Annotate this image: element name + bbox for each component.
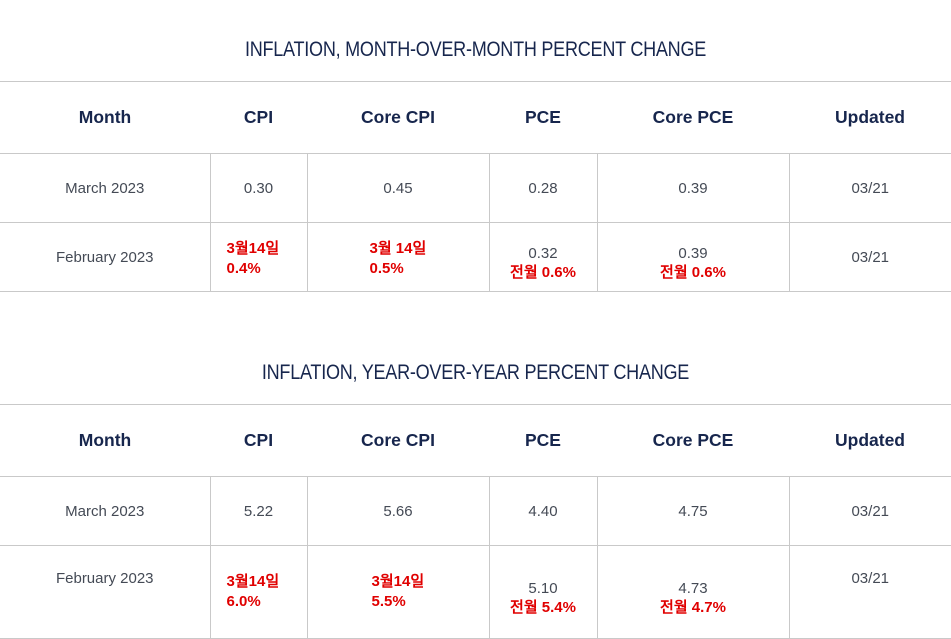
- cell-core-cpi: 5.66: [306, 476, 489, 546]
- cell-cpi: 3월14일 0.4%: [209, 222, 307, 292]
- pce-annotation: 전월 5.4%: [510, 599, 576, 616]
- mom-table-title: INFLATION, MONTH-OVER-MONTH PERCENT CHAN…: [244, 38, 707, 61]
- header-core-pce: Core PCE: [597, 404, 789, 477]
- core-pce-annotation: 전월 0.6%: [660, 264, 726, 281]
- yoy-table-title: INFLATION, YEAR-OVER-YEAR PERCENT CHANGE: [261, 361, 690, 384]
- annotation-line: 3월14일: [371, 573, 425, 590]
- header-core-pce: Core PCE: [597, 81, 789, 154]
- annotation-line: 6.0%: [226, 593, 261, 610]
- cell-pce: 0.32 전월 0.6%: [488, 222, 597, 292]
- header-cpi: CPI: [210, 81, 307, 154]
- core-cpi-annotation: 3월14일 5.5%: [372, 572, 425, 612]
- annotation-line: 0.5%: [369, 260, 404, 277]
- header-updated: Updated: [789, 81, 951, 154]
- cell-month: February 2023: [0, 545, 210, 639]
- core-pce-annotation: 전월 4.7%: [660, 599, 726, 616]
- header-updated: Updated: [789, 404, 951, 477]
- cell-core-pce: 0.39: [596, 153, 789, 223]
- annotation-line: 3월14일: [226, 240, 280, 257]
- cell-month: March 2023: [0, 476, 210, 546]
- cell-pce: 4.40: [488, 476, 597, 546]
- annotation-line: 0.4%: [226, 260, 261, 277]
- table-header-row: Month CPI Core CPI PCE Core PCE Updated: [0, 404, 951, 477]
- cell-value: 4.73: [678, 580, 708, 597]
- cell-cpi: 3월14일 6.0%: [209, 545, 307, 639]
- cell-updated: 03/21: [788, 153, 951, 223]
- table-header-row: Month CPI Core CPI PCE Core PCE Updated: [0, 81, 951, 154]
- cell-updated: 03/21: [788, 476, 951, 546]
- cell-value: 0.39: [678, 245, 708, 262]
- cell-core-pce: 0.39 전월 0.6%: [596, 222, 789, 292]
- cell-pce: 5.10 전월 5.4%: [488, 545, 597, 639]
- cell-cpi: 0.30: [209, 153, 307, 223]
- cell-core-cpi: 3월 14일 0.5%: [306, 222, 489, 292]
- header-month: Month: [0, 81, 210, 154]
- table-row: March 2023 0.30 0.45 0.28 0.39 03/21: [0, 153, 951, 223]
- cell-core-cpi: 0.45: [306, 153, 489, 223]
- core-cpi-annotation: 3월 14일 0.5%: [370, 239, 427, 279]
- header-core-cpi: Core CPI: [307, 404, 489, 477]
- cpi-annotation: 3월14일 6.0%: [227, 572, 280, 612]
- header-core-cpi: Core CPI: [307, 81, 489, 154]
- pce-annotation: 전월 0.6%: [510, 264, 576, 281]
- cell-value: 0.32: [528, 245, 558, 262]
- cell-core-pce: 4.73 전월 4.7%: [596, 545, 789, 639]
- annotation-line: 3월 14일: [369, 240, 427, 257]
- cell-cpi: 5.22: [209, 476, 307, 546]
- table-row: February 2023 3월14일 6.0% 3월14일 5.5%: [0, 545, 951, 639]
- header-pce: PCE: [489, 404, 597, 477]
- yoy-table: Month CPI Core CPI PCE Core PCE Updated …: [0, 404, 951, 639]
- table-row: February 2023 3월14일 0.4% 3월 14일 0.5%: [0, 222, 951, 292]
- header-cpi: CPI: [210, 404, 307, 477]
- mom-table: Month CPI Core CPI PCE Core PCE Updated …: [0, 81, 951, 292]
- cell-pce: 0.28: [488, 153, 597, 223]
- cell-updated: 03/21: [788, 222, 951, 292]
- cell-core-pce: 4.75: [596, 476, 789, 546]
- annotation-line: 3월14일: [226, 573, 280, 590]
- cell-updated: 03/21: [788, 545, 951, 639]
- table-row: March 2023 5.22 5.66 4.40 4.75 03/21: [0, 476, 951, 546]
- cpi-annotation: 3월14일 0.4%: [227, 239, 280, 279]
- cell-core-cpi: 3월14일 5.5%: [306, 545, 489, 639]
- header-month: Month: [0, 404, 210, 477]
- cell-month: March 2023: [0, 153, 210, 223]
- cell-value: 5.10: [528, 580, 558, 597]
- header-pce: PCE: [489, 81, 597, 154]
- cell-month: February 2023: [0, 222, 210, 292]
- annotation-line: 5.5%: [371, 593, 406, 610]
